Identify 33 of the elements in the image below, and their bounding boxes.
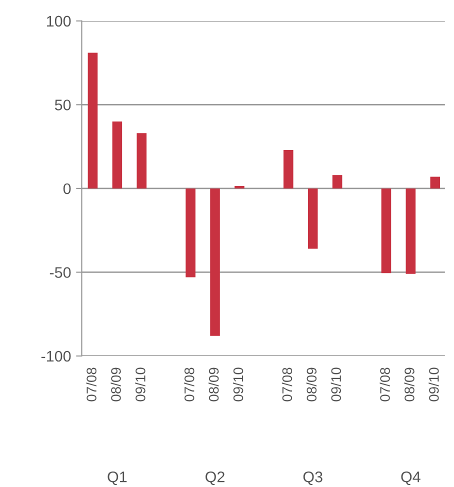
text: Q1	[108, 472, 127, 486]
text: Q3	[303, 472, 322, 486]
bar	[234, 186, 244, 188]
bar	[112, 121, 122, 188]
text: Q4	[401, 472, 420, 486]
bar	[210, 188, 220, 336]
y-tick-label: -100	[41, 350, 71, 362]
x-tick-label: 07/08	[184, 368, 194, 402]
bar	[186, 188, 196, 278]
x-tick-label: 09/10	[330, 368, 342, 402]
bar	[284, 150, 294, 188]
bar	[381, 188, 392, 274]
x-tick-label: 07/08	[380, 368, 390, 402]
bar	[332, 175, 342, 188]
x-tick-label: 09/10	[428, 368, 439, 402]
x-tick-label: 07/08	[86, 368, 96, 402]
x-tick-label: 08/09	[306, 368, 317, 402]
text: Q2	[206, 472, 224, 486]
x-tick-label: 09/10	[233, 368, 244, 402]
x-tick-label: 08/09	[404, 368, 414, 402]
bar	[308, 188, 318, 249]
x-tick-label: 09/10	[135, 368, 146, 402]
bar	[430, 176, 440, 188]
x-tick-label: 07/08	[282, 368, 292, 402]
y-tick-label: -50	[50, 267, 71, 278]
bar	[406, 188, 416, 274]
y-tick-label: 100	[46, 16, 71, 27]
bar	[136, 133, 147, 188]
y-tick-label: 50	[54, 100, 71, 110]
y-tick-label: 0	[63, 183, 71, 194]
x-tick-label: 08/09	[208, 368, 219, 402]
x-tick-label: 08/09	[110, 368, 121, 402]
bar	[88, 52, 98, 188]
